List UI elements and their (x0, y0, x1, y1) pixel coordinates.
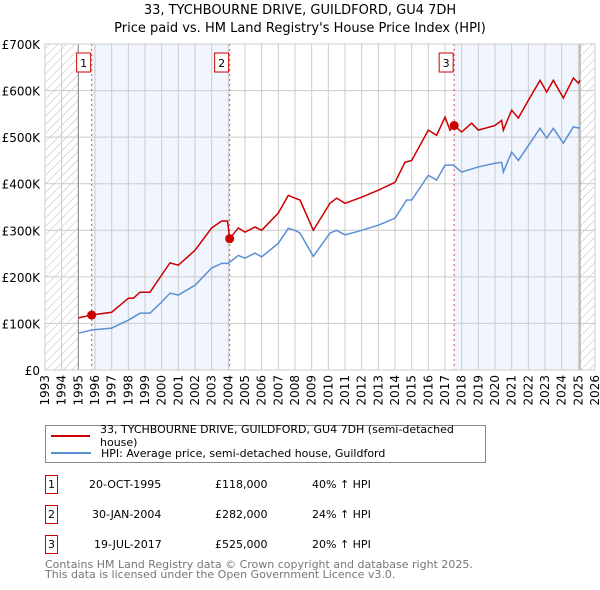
transaction-price: £525,000 (215, 538, 268, 551)
x-tick-label: 2002 (188, 375, 202, 406)
footer-copyright: Contains HM Land Registry data © Crown c… (45, 558, 473, 571)
plot-frame (44, 43, 596, 371)
x-tick-label: 2019 (471, 375, 485, 406)
y-tick-label: £700K (2, 38, 42, 52)
x-tick-label: 1998 (121, 375, 135, 406)
marker-badge: 2 (45, 505, 58, 524)
y-tick-label: £100K (2, 317, 42, 331)
x-tick-label: 2004 (221, 375, 235, 406)
transaction-price: £282,000 (215, 508, 268, 521)
x-tick-label: 1997 (105, 375, 119, 406)
x-tick-label: 2009 (305, 375, 319, 406)
hatched-no-data (580, 44, 595, 370)
transaction-hpi: 40% ↑ HPI (312, 478, 371, 491)
sale-point (449, 121, 459, 130)
sale-label-box (76, 52, 92, 73)
transaction-date: 20-OCT-1995 (89, 478, 162, 491)
legend-swatch-red (51, 435, 90, 437)
x-tick-label: 2003 (205, 375, 219, 406)
x-tick-label: 2017 (438, 375, 452, 406)
y-tick-label: £200K (2, 271, 42, 285)
transaction-row: 1 20-OCT-1995 £118,000 40% ↑ HPI (45, 475, 545, 495)
legend-label: 33, TYCHBOURNE DRIVE, GUILDFORD, GU4 7DH… (100, 423, 454, 449)
marker-badge: 3 (45, 535, 58, 554)
transaction-row: 2 30-JAN-2004 £282,000 24% ↑ HPI (45, 505, 545, 525)
sale-point (225, 234, 235, 244)
legend-swatch-blue (51, 452, 91, 454)
x-tick-label: 2021 (505, 375, 519, 406)
legend: 33, TYCHBOURNE DRIVE, GUILDFORD, GU4 7DH… (45, 423, 486, 463)
transaction-hpi: 24% ↑ HPI (312, 508, 371, 521)
x-tick-label: 2011 (338, 375, 352, 406)
sale-label: 2 (218, 57, 225, 70)
y-tick-label: £300K (2, 224, 42, 238)
hpi-series-line (78, 126, 581, 334)
x-tick-label: 2026 (588, 375, 600, 406)
property-series-line (78, 76, 581, 319)
price-chart: 1993 1994 1995 1996 1997 1998 1999 2000 2001 2002… (2, 38, 600, 406)
x-tick-label: 2012 (355, 375, 369, 406)
x-tick-label: 2005 (238, 375, 252, 406)
marker-badge: 1 (45, 475, 58, 494)
sale-label-box (438, 52, 454, 73)
x-tick-label: 2013 (371, 375, 385, 406)
chart-subtitle: Price paid vs. HM Land Registry's House … (114, 21, 486, 36)
x-tick-label: 2006 (255, 375, 269, 406)
x-tick-label: 2014 (388, 375, 402, 406)
sale-label: 1 (80, 57, 87, 70)
sale-label-box (214, 52, 230, 73)
transaction-row: 3 19-JUL-2017 £525,000 20% ↑ HPI (45, 535, 545, 555)
x-tick-label: 2018 (455, 375, 469, 406)
x-tick-label: 2023 (538, 375, 552, 406)
legend-label: HPI: Average price, semi-detached house,… (101, 446, 386, 460)
y-tick-label: £0 (25, 364, 40, 378)
transaction-price: £118,000 (215, 478, 268, 491)
chart-title: 33, TYCHBOURNE DRIVE, GUILDFORD, GU4 7DH (143, 3, 457, 18)
sale-point (87, 310, 97, 320)
x-tick-label: 2020 (488, 375, 502, 406)
shaded-period (454, 44, 580, 370)
y-tick-label: £600K (2, 85, 42, 99)
x-tick-label: 1993 (38, 375, 52, 406)
x-tick-label: 2022 (521, 375, 535, 406)
x-tick-label: 1996 (88, 375, 102, 406)
transaction-date: 19-JUL-2017 (94, 538, 162, 551)
x-tick-label: 1999 (138, 375, 152, 406)
footer: Contains HM Land Registry data © Crown c… (45, 558, 473, 581)
transaction-date: 30-JAN-2004 (92, 508, 162, 521)
x-tick-label: 2007 (271, 375, 285, 406)
x-tick-label: 2010 (321, 375, 335, 406)
x-tick-label: 2016 (421, 375, 435, 406)
x-tick-label: 2000 (155, 375, 169, 406)
x-tick-label: 2008 (288, 375, 302, 406)
footer-licence: This data is licensed under the Open Gov… (45, 568, 396, 581)
y-tick-label: £500K (2, 131, 42, 145)
sale-label: 3 (443, 57, 450, 70)
x-tick-label: 2025 (571, 375, 585, 406)
x-tick-label: 2015 (405, 375, 419, 406)
x-tick-label: 2024 (555, 375, 569, 406)
legend-item-hpi: HPI: Average price, semi-detached house,… (51, 445, 385, 461)
transaction-hpi: 20% ↑ HPI (312, 538, 371, 551)
x-tick-label: 1994 (55, 375, 69, 406)
shaded-period (91, 44, 230, 370)
x-tick-label: 2001 (171, 375, 185, 406)
y-tick-label: £400K (2, 178, 42, 192)
legend-item-property: 33, TYCHBOURNE DRIVE, GUILDFORD, GU4 7DH… (51, 423, 485, 449)
x-tick-label: 1995 (71, 375, 85, 406)
